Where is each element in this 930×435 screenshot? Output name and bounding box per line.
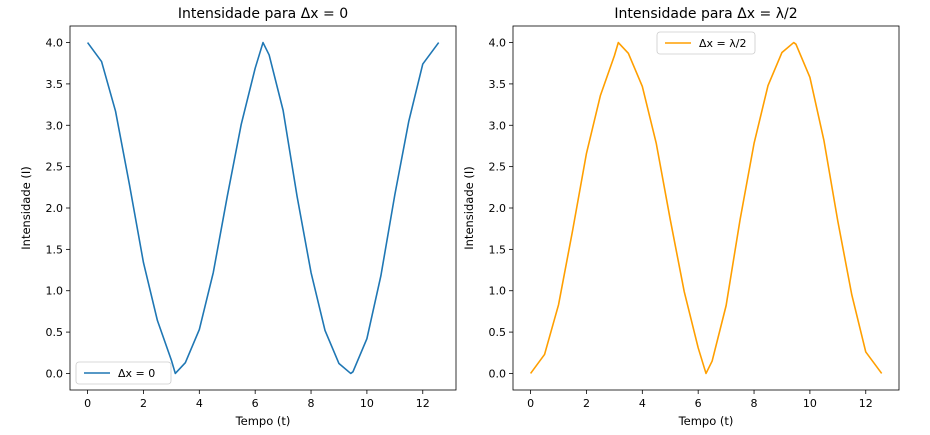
x-tick-label: 8 bbox=[751, 397, 758, 410]
y-tick-label: 3.0 bbox=[489, 119, 507, 132]
legend-box bbox=[656, 31, 756, 55]
y-axis-label: Intensidade (I) bbox=[19, 166, 33, 249]
y-tick-label: 0.5 bbox=[489, 326, 507, 339]
legend-box bbox=[75, 361, 172, 385]
axes-frame bbox=[512, 25, 900, 391]
y-tick-label: 4.0 bbox=[46, 37, 64, 50]
x-tick-label: 8 bbox=[308, 397, 315, 410]
y-tick-label: 1.0 bbox=[489, 285, 507, 298]
x-tick-label: 0 bbox=[527, 397, 534, 410]
y-tick-label: 2.0 bbox=[489, 202, 507, 215]
x-tick-label: 6 bbox=[252, 397, 259, 410]
y-tick-label: 2.5 bbox=[489, 161, 507, 174]
legend: Δx = λ/2 bbox=[656, 31, 756, 55]
y-tick-label: 1.5 bbox=[46, 243, 64, 256]
y-tick-label: 3.5 bbox=[489, 78, 507, 91]
y-tick-label: 0.0 bbox=[489, 367, 507, 380]
y-tick-label: 4.0 bbox=[489, 37, 507, 50]
series-line bbox=[529, 41, 883, 375]
x-axis-label: Tempo (t) bbox=[678, 414, 734, 428]
legend-label: Δx = λ/2 bbox=[699, 37, 746, 50]
chart-1: 0 2 4 6 8 10 12 0.0 0.5 1.0 1.5 2.0 2.5 3.0 3.5 4.0 Inte… bbox=[19, 6, 457, 428]
x-tick-label: 0 bbox=[84, 397, 91, 410]
chart-title: Intensidade para Δx = 0 bbox=[178, 6, 348, 22]
x-tick-label: 10 bbox=[803, 397, 817, 410]
x-tick-label: 12 bbox=[416, 397, 430, 410]
y-tick-label: 3.0 bbox=[46, 119, 64, 132]
y-tick-label: 0.5 bbox=[46, 326, 64, 339]
y-tick-label: 1.5 bbox=[489, 243, 507, 256]
y-tick-label: 0.0 bbox=[46, 367, 64, 380]
chart-title: Intensidade para Δx = λ/2 bbox=[614, 6, 797, 22]
legend: Δx = 0 bbox=[75, 361, 172, 385]
x-tick-label: 12 bbox=[859, 397, 873, 410]
y-axis-label: Intensidade (I) bbox=[462, 166, 476, 249]
y-tick-label: 1.0 bbox=[46, 285, 64, 298]
x-tick-label: 10 bbox=[360, 397, 374, 410]
chart-2: 0 2 4 6 8 10 12 0.0 0.5 1.0 1.5 2.0 2.5 3.0 3.5 4.0 Inte… bbox=[462, 6, 900, 428]
x-tick-label: 4 bbox=[196, 397, 203, 410]
x-tick-label: 2 bbox=[140, 397, 147, 410]
x-tick-label: 4 bbox=[639, 397, 646, 410]
x-tick-label: 6 bbox=[695, 397, 702, 410]
legend-label: Δx = 0 bbox=[118, 367, 155, 380]
y-tick-label: 2.5 bbox=[46, 161, 64, 174]
axes-frame bbox=[69, 25, 457, 391]
x-axis-label: Tempo (t) bbox=[235, 414, 291, 428]
y-tick-label: 3.5 bbox=[46, 78, 64, 91]
x-tick-label: 2 bbox=[583, 397, 590, 410]
y-tick-label: 2.0 bbox=[46, 202, 64, 215]
series-line bbox=[86, 41, 440, 375]
